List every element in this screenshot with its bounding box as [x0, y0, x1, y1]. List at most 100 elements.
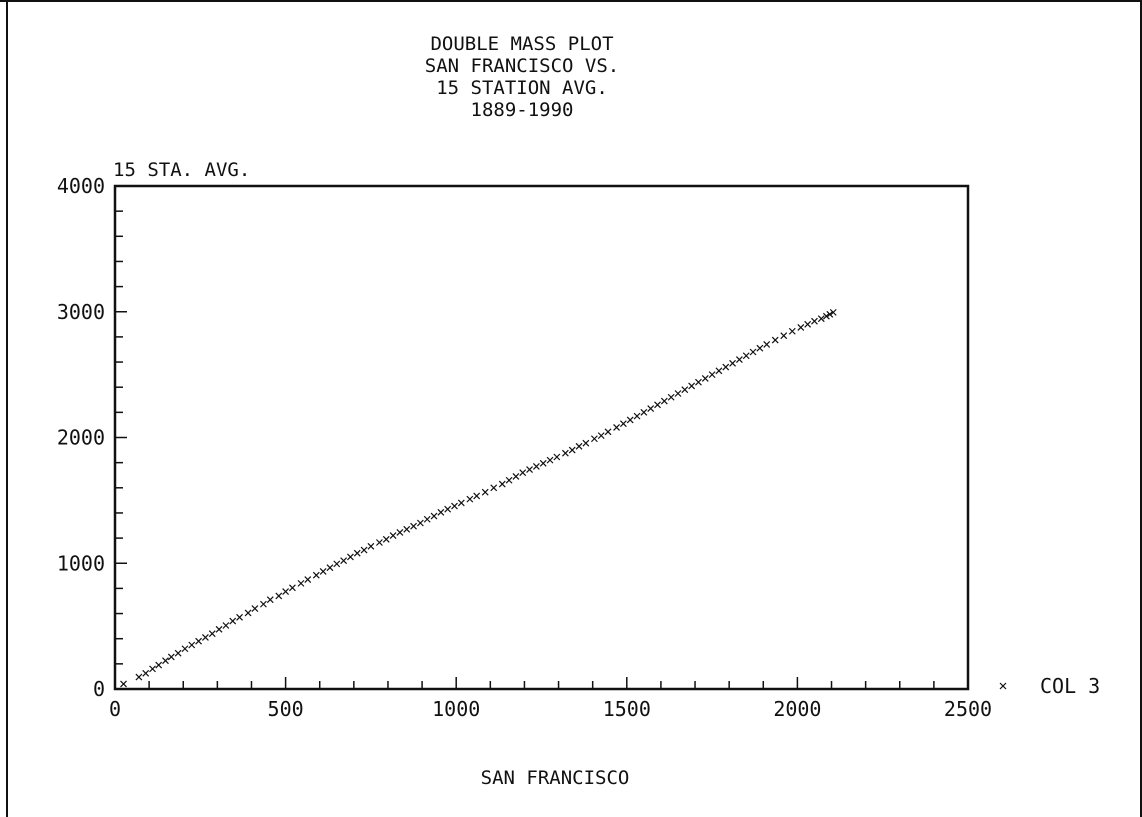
data-point — [681, 386, 689, 394]
data-point — [229, 617, 237, 625]
data-point — [695, 378, 702, 386]
data-point — [162, 657, 169, 665]
data-point — [613, 424, 620, 431]
data-point — [647, 405, 655, 413]
data-point — [396, 529, 404, 536]
data-point — [674, 390, 682, 397]
chart-title-line-2: SAN FRANCISCO VS. — [425, 55, 619, 77]
data-point — [195, 637, 203, 645]
data-point — [135, 673, 143, 681]
legend-label-col3: COL 3 — [1040, 674, 1100, 698]
data-point — [749, 348, 757, 356]
data-point — [120, 680, 127, 688]
data-point — [437, 508, 445, 516]
data-point — [604, 428, 612, 436]
data-point — [619, 420, 627, 428]
data-point — [797, 324, 805, 331]
data-point — [498, 480, 506, 488]
data-point — [742, 352, 750, 360]
data-point — [788, 327, 796, 335]
data-point — [490, 484, 498, 492]
data-point — [410, 522, 417, 530]
data-point — [430, 512, 438, 520]
data-point — [633, 412, 641, 420]
data-point — [546, 456, 554, 464]
data-point — [389, 532, 397, 540]
data-point — [142, 669, 150, 677]
data-point — [376, 539, 383, 546]
data-point — [174, 649, 182, 657]
data-point — [804, 320, 812, 328]
data-point — [708, 371, 716, 379]
y-tick-label: 3000 — [57, 300, 105, 324]
data-point — [568, 446, 576, 454]
y-tick-label: 1000 — [57, 551, 105, 575]
data-point — [282, 588, 290, 595]
data-point — [259, 600, 267, 608]
data-point — [811, 317, 818, 325]
y-tick-label: 4000 — [57, 174, 105, 198]
data-point — [251, 605, 259, 612]
data-point — [275, 592, 283, 600]
data-point — [288, 584, 296, 592]
data-point — [297, 579, 305, 587]
chart-title-line-4: 1889-1990 — [471, 99, 574, 121]
data-point — [722, 363, 730, 371]
data-point — [519, 469, 527, 477]
x-tick-label: 2000 — [773, 697, 821, 721]
data-point — [312, 571, 320, 579]
data-point — [582, 439, 590, 447]
data-point — [326, 564, 334, 572]
x-tick-label: 500 — [268, 697, 304, 721]
axis-tick-labels: 0 500 1000 1500 2000 2500 0 1000 2000 3000 4000 — [57, 174, 992, 721]
data-point — [539, 459, 547, 467]
data-point — [473, 492, 481, 500]
data-point — [451, 502, 458, 510]
data-point — [244, 609, 252, 617]
data-point — [347, 553, 354, 561]
data-point — [416, 519, 424, 527]
data-point — [561, 449, 569, 457]
data-point — [155, 661, 163, 669]
y-tick-label: 2000 — [57, 426, 105, 450]
data-point — [532, 462, 540, 470]
axis-ticks — [115, 210, 935, 689]
data-point — [829, 308, 837, 316]
data-point — [526, 466, 533, 473]
data-point — [340, 557, 348, 565]
data-point — [181, 645, 189, 653]
data-point — [466, 495, 474, 503]
data-point — [382, 535, 390, 543]
data-point — [626, 416, 634, 424]
data-point — [771, 336, 779, 344]
data-point — [735, 356, 743, 363]
data-point — [701, 374, 709, 382]
data-points-col3 — [120, 308, 837, 688]
data-point — [756, 344, 764, 352]
data-point — [304, 576, 312, 584]
data-point — [403, 525, 411, 533]
data-point — [266, 596, 274, 604]
data-point — [167, 653, 175, 661]
data-point — [236, 613, 243, 621]
data-point — [729, 359, 736, 367]
x-tick-label: 0 — [109, 697, 121, 721]
data-point — [457, 499, 465, 507]
data-point — [597, 432, 605, 440]
data-point — [222, 622, 230, 629]
data-point — [575, 442, 583, 450]
data-point — [423, 515, 431, 523]
data-point — [667, 393, 675, 401]
data-point — [367, 542, 375, 550]
chart-title-line-3: 15 STATION AVG. — [436, 77, 608, 99]
data-point — [512, 473, 520, 480]
data-point — [215, 625, 223, 633]
data-point — [822, 312, 830, 320]
y-axis-label: 15 STA. AVG. — [113, 159, 250, 181]
data-point — [444, 505, 452, 513]
chart-title-line-1: DOUBLE MASS PLOT — [430, 33, 613, 55]
legend-marker-x — [999, 682, 1007, 690]
data-point — [319, 567, 327, 575]
data-point — [188, 641, 196, 649]
data-point — [333, 560, 341, 568]
